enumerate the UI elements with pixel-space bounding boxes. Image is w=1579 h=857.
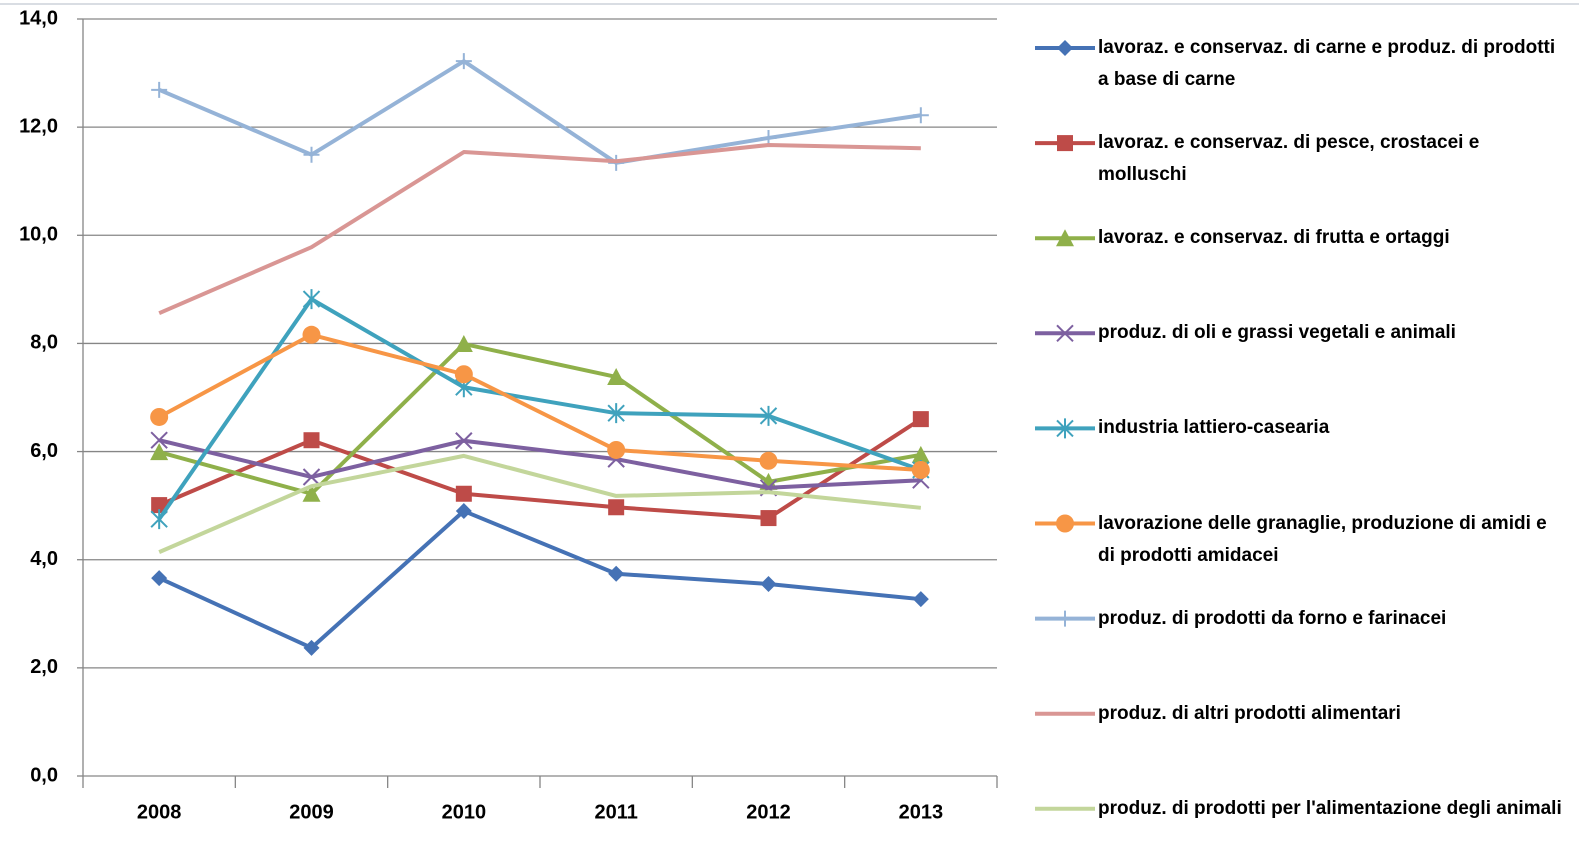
marker <box>302 468 321 486</box>
marker <box>302 484 321 502</box>
marker <box>1057 40 1073 56</box>
marker <box>454 365 473 384</box>
legend-label: lavorazione delle granaglie, produzione … <box>1098 512 1547 566</box>
series-line <box>158 509 922 650</box>
legend-label: produz. di oli e grassi vegetali e anima… <box>1098 322 1456 344</box>
series-line <box>158 332 921 472</box>
x-tick-label: 2011 <box>594 801 637 823</box>
marker <box>151 570 168 587</box>
marker <box>1056 324 1074 343</box>
marker <box>302 289 321 310</box>
marker <box>454 334 473 352</box>
marker <box>150 431 168 449</box>
marker <box>608 499 625 516</box>
x-tick-label: 2012 <box>746 801 791 823</box>
marker <box>455 432 473 450</box>
series-line <box>158 59 922 165</box>
marker <box>303 639 320 656</box>
legend-label: lavoraz. e conservaz. di carne e produz.… <box>1098 37 1556 90</box>
y-tick-label: 12,0 <box>19 115 58 137</box>
marker <box>455 485 472 502</box>
marker <box>911 445 930 463</box>
legend-label: produz. di altri prodotti alimentari <box>1098 702 1401 724</box>
series-line <box>158 142 921 315</box>
series-line <box>158 453 922 554</box>
legend-label: industria lattiero-casearia <box>1098 417 1330 439</box>
marker <box>760 510 777 527</box>
marker <box>1057 135 1073 152</box>
legend-label: lavoraz. e conservaz. di frutta e ortagg… <box>1098 227 1450 249</box>
marker <box>303 146 320 163</box>
series-line <box>158 438 921 490</box>
marker <box>759 405 778 426</box>
marker <box>759 451 778 470</box>
legend-label: lavoraz. e conservaz. di pesce, crostace… <box>1098 132 1480 186</box>
marker <box>150 407 169 426</box>
marker <box>1056 514 1074 533</box>
series-line <box>158 417 922 521</box>
y-tick-label: 0,0 <box>30 764 58 786</box>
marker <box>912 107 929 124</box>
marker <box>455 53 472 70</box>
marker <box>607 403 625 424</box>
marker <box>607 440 626 459</box>
legend-label: produz. di prodotti per l'alimentazione … <box>1098 797 1562 819</box>
y-tick-label: 2,0 <box>30 656 58 678</box>
y-tick-label: 6,0 <box>30 440 58 462</box>
y-tick-label: 8,0 <box>30 332 58 354</box>
marker <box>151 497 168 514</box>
x-tick-label: 2010 <box>442 801 487 823</box>
marker <box>1057 610 1073 627</box>
marker <box>912 591 929 608</box>
x-tick-label: 2008 <box>137 801 182 823</box>
marker <box>1056 418 1074 439</box>
series-line <box>157 297 922 521</box>
legend-label: produz. di prodotti da forno e farinacei <box>1098 607 1447 629</box>
y-tick-label: 10,0 <box>19 224 58 246</box>
marker <box>911 460 930 479</box>
marker <box>1056 229 1074 247</box>
marker <box>608 565 625 582</box>
y-tick-label: 4,0 <box>30 548 58 570</box>
marker <box>303 432 320 449</box>
marker <box>150 509 168 530</box>
marker <box>150 443 169 461</box>
marker <box>760 576 777 593</box>
y-tick-label: 14,0 <box>19 7 58 29</box>
marker <box>302 325 321 344</box>
marker <box>912 411 929 428</box>
marker <box>151 81 168 98</box>
series-line <box>158 341 922 496</box>
x-tick-label: 2009 <box>289 801 334 823</box>
marker <box>607 367 626 385</box>
marker <box>455 503 472 520</box>
x-tick-label: 2013 <box>899 801 944 823</box>
